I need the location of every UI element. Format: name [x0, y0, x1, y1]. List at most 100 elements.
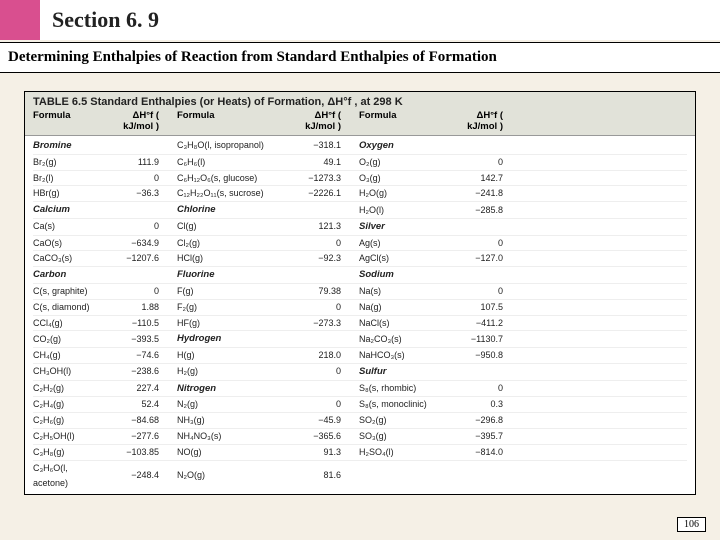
cell: C₃H₈O(l, isopropanol): [177, 138, 287, 153]
cell: −84.68: [105, 413, 159, 428]
table-body: BromineC₃H₈O(l, isopropanol)−318.1Oxygen…: [25, 136, 695, 494]
table-row: Br₂(g)111.9C₆H₆(l)49.1O₂(g)0: [33, 155, 687, 171]
cell: O₂(g): [359, 155, 449, 170]
header-bar: Section 6. 9: [0, 0, 720, 40]
cell: 49.1: [287, 155, 341, 170]
enthalpy-table: TABLE 6.5 Standard Enthalpies (or Heats)…: [24, 91, 696, 495]
cell: 1.88: [105, 300, 159, 315]
cell: −950.8: [449, 348, 503, 363]
cell: NaHCO₃(s): [359, 348, 449, 363]
cell: 79.38: [287, 284, 341, 299]
cell: −1130.7: [449, 332, 503, 347]
cell: S₈(s, rhombic): [359, 381, 449, 396]
cell: NH₃(g): [177, 413, 287, 428]
cell: SO₃(g): [359, 429, 449, 444]
cell: 52.4: [105, 397, 159, 412]
cell: CaO(s): [33, 236, 105, 251]
cell: −285.8: [449, 203, 503, 218]
cell: 0: [287, 300, 341, 315]
cell: −277.6: [105, 429, 159, 444]
cell: −1273.3: [287, 171, 341, 186]
cell: 0: [449, 381, 503, 396]
cell: Sulfur: [359, 364, 449, 380]
cell: −92.3: [287, 251, 341, 266]
cell: HCl(g): [177, 251, 287, 266]
cell: C₆H₁₂O₆(s, glucose): [177, 171, 287, 186]
table-row: C(s, graphite)0F(g)79.38Na(s)0: [33, 284, 687, 300]
cell: Ag(s): [359, 236, 449, 251]
cell: F(g): [177, 284, 287, 299]
cell: AgCl(s): [359, 251, 449, 266]
cell: SO₂(g): [359, 413, 449, 428]
cell: Br₂(l): [33, 171, 105, 186]
cell: 218.0: [287, 348, 341, 363]
cell: −1207.6: [105, 251, 159, 266]
cell: H₂(g): [177, 364, 287, 379]
cell: F₂(g): [177, 300, 287, 315]
cell: 0.3: [449, 397, 503, 412]
table-row: C(s, diamond)1.88F₂(g)0Na(g)107.5: [33, 300, 687, 316]
cell: Cl₂(g): [177, 236, 287, 251]
cell: C₂H₄(g): [33, 397, 105, 412]
cell: −238.6: [105, 364, 159, 379]
table-row: C₂H₆(g)−84.68NH₃(g)−45.9SO₂(g)−296.8: [33, 413, 687, 429]
cell: −411.2: [449, 316, 503, 331]
cell: NH₄NO₃(s): [177, 429, 287, 444]
cell: Na(s): [359, 284, 449, 299]
cell: 0: [105, 171, 159, 186]
cell: 0: [105, 284, 159, 299]
col-formula-2: Formula: [177, 110, 287, 132]
cell: 0: [105, 219, 159, 234]
table-header: Formula ΔH°f ( kJ/mol ) Formula ΔH°f ( k…: [25, 108, 695, 136]
cell: C₆H₆(l): [177, 155, 287, 170]
cell: CH₃OH(l): [33, 364, 105, 379]
col-formula-3: Formula: [359, 110, 449, 132]
cell: Nitrogen: [177, 381, 287, 397]
cell: 81.6: [287, 468, 341, 483]
cell: C₃H₆O(l, acetone): [33, 461, 105, 491]
cell: H₂O(l): [359, 203, 449, 218]
page-number: 106: [677, 517, 706, 532]
col-formula-1: Formula: [33, 110, 105, 132]
table-row: CCl₄(g)−110.5HF(g)−273.3NaCl(s)−411.2: [33, 316, 687, 332]
table-row: Ca(s)0Cl(g)121.3Silver: [33, 219, 687, 236]
cell: HF(g): [177, 316, 287, 331]
cell: 142.7: [449, 171, 503, 186]
cell: C(s, graphite): [33, 284, 105, 299]
table-row: HBr(g)−36.3C₁₂H₂₂O₁₁(s, sucrose)−2226.1H…: [33, 186, 687, 202]
cell: −296.8: [449, 413, 503, 428]
section-title: Section 6. 9: [40, 0, 720, 40]
accent-block: [0, 0, 40, 40]
cell: C₁₂H₂₂O₁₁(s, sucrose): [177, 186, 287, 201]
cell: Hydrogen: [177, 331, 287, 347]
cell: Carbon: [33, 267, 105, 283]
cell: −127.0: [449, 251, 503, 266]
cell: 0: [287, 397, 341, 412]
table-row: C₂H₄(g)52.4N₂(g)0S₈(s, monoclinic)0.3: [33, 397, 687, 413]
col-value-2: ΔH°f ( kJ/mol ): [287, 110, 341, 132]
cell: 0: [449, 236, 503, 251]
cell: CaCO₃(s): [33, 251, 105, 266]
cell: 107.5: [449, 300, 503, 315]
cell: −395.7: [449, 429, 503, 444]
cell: C₂H₅OH(l): [33, 429, 105, 444]
cell: Silver: [359, 219, 449, 235]
cell: CO₂(g): [33, 332, 105, 347]
table-row: C₂H₂(g)227.4NitrogenS₈(s, rhombic)0: [33, 381, 687, 398]
table-row: CarbonFluorineSodium: [33, 267, 687, 284]
table-row: BromineC₃H₈O(l, isopropanol)−318.1Oxygen: [33, 138, 687, 155]
table-row: CH₃OH(l)−238.6H₂(g)0Sulfur: [33, 364, 687, 381]
cell: Sodium: [359, 267, 449, 283]
cell: S₈(s, monoclinic): [359, 397, 449, 412]
table-row: CO₂(g)−393.5HydrogenNa₂CO₃(s)−1130.7: [33, 331, 687, 348]
cell: Bromine: [33, 138, 105, 154]
table-row: CalciumChlorineH₂O(l)−285.8: [33, 202, 687, 219]
cell: C₃H₈(g): [33, 445, 105, 460]
cell: Na₂CO₃(s): [359, 332, 449, 347]
cell: −318.1: [287, 138, 341, 153]
cell: NO(g): [177, 445, 287, 460]
subtitle: Determining Enthalpies of Reaction from …: [0, 42, 720, 73]
table-row: C₂H₅OH(l)−277.6NH₄NO₃(s)−365.6SO₃(g)−395…: [33, 429, 687, 445]
cell: −634.9: [105, 236, 159, 251]
cell: −36.3: [105, 186, 159, 201]
